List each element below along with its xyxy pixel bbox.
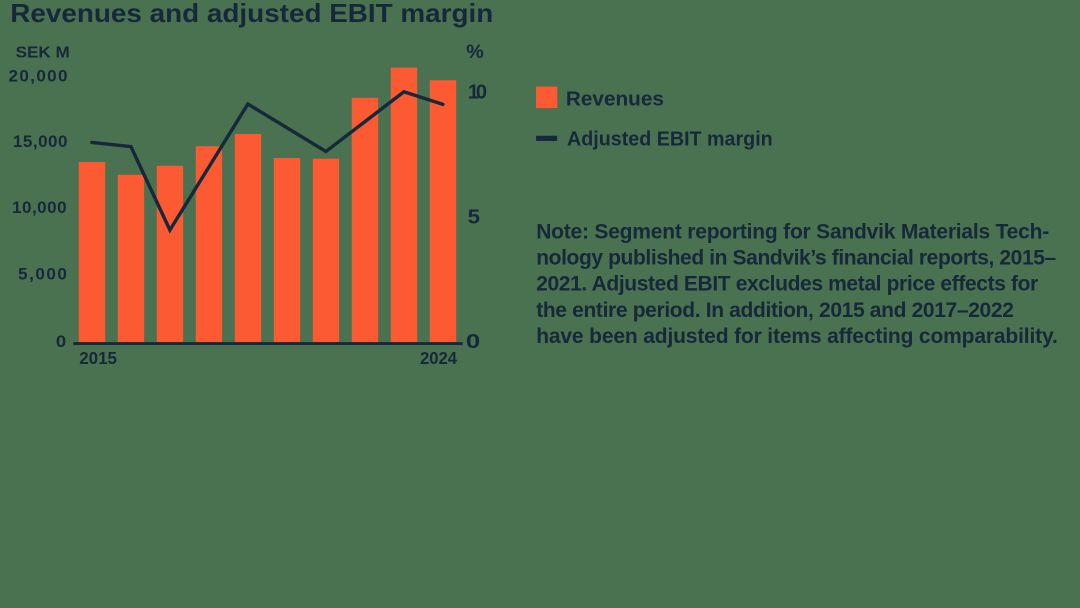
svg-text:Revenues: Revenues bbox=[566, 88, 664, 111]
svg-text:15,000: 15,000 bbox=[13, 132, 68, 151]
svg-text:0: 0 bbox=[56, 332, 66, 351]
svg-text:the entire period. In addition: the entire period. In addition, 2015 and… bbox=[536, 299, 1013, 322]
svg-text:2015: 2015 bbox=[79, 348, 117, 368]
svg-text:2021. Adjusted EBIT excludes m: 2021. Adjusted EBIT excludes metal price… bbox=[536, 273, 1038, 296]
svg-text:SEK M: SEK M bbox=[16, 44, 70, 61]
svg-text:2024: 2024 bbox=[420, 348, 457, 368]
svg-text:Note: Segment reporting for Sa: Note: Segment reporting for Sandvik Mate… bbox=[536, 220, 1049, 243]
svg-text:5: 5 bbox=[468, 206, 481, 228]
svg-text:Adjusted EBIT margin: Adjusted EBIT margin bbox=[567, 128, 773, 150]
svg-text:nology published in Sandvik’s: nology published in Sandvik’s financial … bbox=[536, 247, 1056, 270]
svg-text:have been adjusted for items a: have been adjusted for items affecting c… bbox=[536, 325, 1057, 348]
svg-text:5,000: 5,000 bbox=[18, 264, 67, 283]
svg-text:10,000: 10,000 bbox=[12, 198, 67, 217]
svg-text:Revenues and adjusted EBIT mar: Revenues and adjusted EBIT margin bbox=[10, 0, 493, 28]
svg-text:0: 0 bbox=[466, 330, 480, 353]
svg-text:10: 10 bbox=[468, 81, 487, 103]
svg-text:%: % bbox=[466, 42, 484, 63]
svg-text:20,000: 20,000 bbox=[9, 67, 68, 86]
